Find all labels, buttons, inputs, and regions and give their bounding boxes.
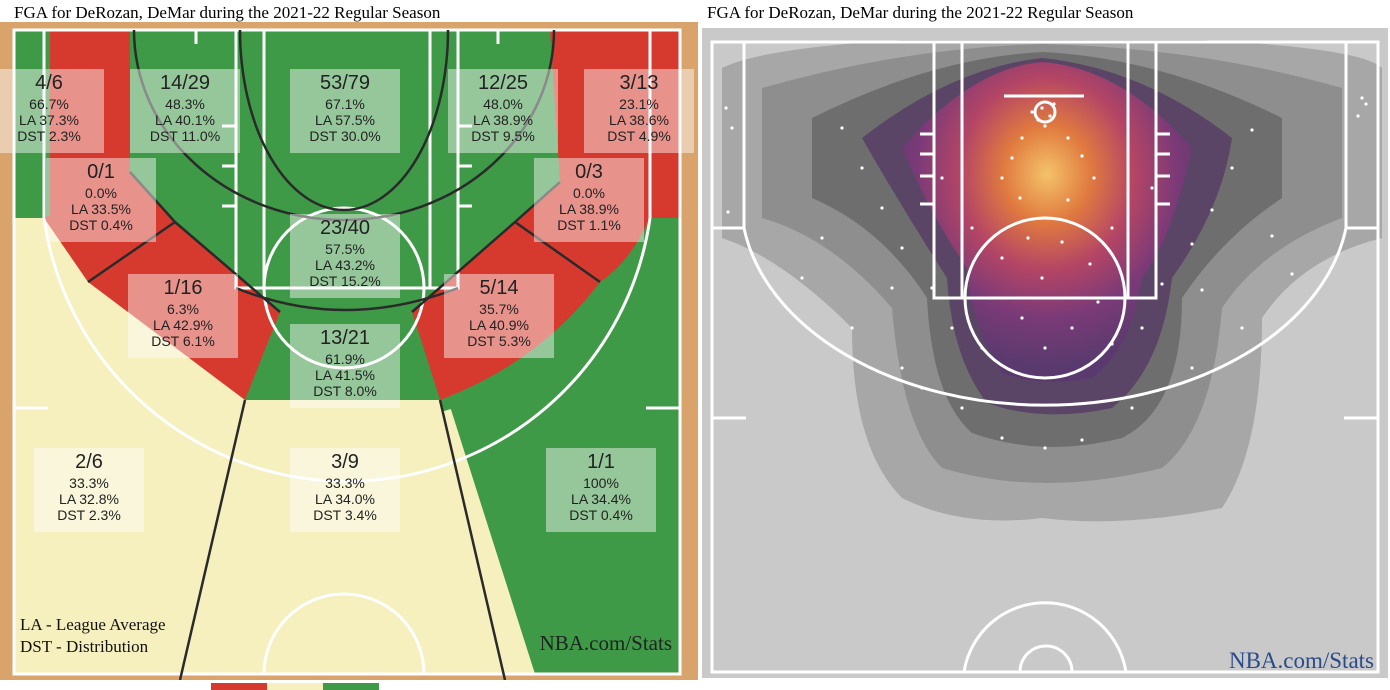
zone-fg-pct: 35.7% bbox=[479, 301, 519, 317]
zone-league-average: LA 42.9% bbox=[153, 317, 213, 333]
zone-shot-chart: 4/6 66.7% LA 37.3% DST 2.3% 14/29 48.3% … bbox=[0, 22, 698, 680]
zone-distribution: DST 9.5% bbox=[471, 128, 535, 144]
zone-dividers bbox=[87, 29, 601, 680]
zone-label: 53/79 67.1% LA 57.5% DST 30.0% bbox=[309, 72, 380, 144]
zone-made-attempts: 14/29 bbox=[160, 72, 210, 94]
zone-distribution: DST 0.4% bbox=[569, 507, 633, 523]
zone-distribution: DST 8.0% bbox=[313, 383, 377, 399]
zone-league-average: LA 43.2% bbox=[315, 257, 375, 273]
zone-label: 14/29 48.3% LA 40.1% DST 11.0% bbox=[150, 72, 220, 144]
zone-fg-pct: 66.7% bbox=[29, 96, 69, 112]
zone-made-attempts: 2/6 bbox=[75, 451, 103, 473]
zone-fg-pct: 0.0% bbox=[573, 185, 605, 201]
zone-fg-pct: 57.5% bbox=[325, 241, 365, 257]
watermark-right: NBA.com/Stats bbox=[1229, 648, 1374, 673]
zone-made-attempts: 12/25 bbox=[478, 72, 528, 94]
density-core bbox=[902, 62, 1192, 382]
zone-distribution: DST 3.4% bbox=[313, 507, 377, 523]
zone-label: 13/21 61.9% LA 41.5% DST 8.0% bbox=[313, 327, 377, 399]
zone-fg-pct: 23.1% bbox=[619, 96, 659, 112]
zone-fg-pct: 33.3% bbox=[325, 475, 365, 491]
court-lines bbox=[12, 28, 682, 676]
zone-distribution: DST 2.3% bbox=[57, 507, 121, 523]
zone-league-average: LA 38.9% bbox=[473, 112, 533, 128]
chart-title-right: FGA for DeRozan, DeMar during the 2021-2… bbox=[707, 3, 1134, 22]
zone-made-attempts: 3/9 bbox=[331, 451, 359, 473]
zone-league-average: LA 32.8% bbox=[59, 491, 119, 507]
zone-distribution: DST 11.0% bbox=[150, 128, 220, 144]
zone-fill-center-long bbox=[180, 400, 535, 674]
zone-league-average: LA 34.0% bbox=[315, 491, 375, 507]
legend-la-note: LA - League Average bbox=[20, 615, 166, 634]
zone-fill-left-long bbox=[14, 218, 245, 674]
zone-fg-pct: 33.3% bbox=[69, 475, 109, 491]
watermark-left: NBA.com/Stats bbox=[540, 631, 672, 655]
zone-league-average: LA 40.9% bbox=[469, 317, 529, 333]
zone-label: 12/25 48.0% LA 38.9% DST 9.5% bbox=[471, 72, 535, 144]
zone-label: 1/1 100% LA 34.4% DST 0.4% bbox=[569, 451, 633, 523]
zone-league-average: LA 38.6% bbox=[609, 112, 669, 128]
zone-fg-pct: 100% bbox=[583, 475, 619, 491]
zone-distribution: DST 0.4% bbox=[69, 217, 133, 233]
zone-league-average: LA 33.5% bbox=[71, 201, 131, 217]
zone-label: 4/6 66.7% LA 37.3% DST 2.3% bbox=[17, 72, 81, 144]
zone-label: 5/14 35.7% LA 40.9% DST 5.3% bbox=[467, 277, 531, 349]
legend-swatch-above bbox=[323, 683, 379, 690]
zone-league-average: LA 41.5% bbox=[315, 367, 375, 383]
zone-label: 0/1 0.0% LA 33.5% DST 0.4% bbox=[69, 161, 133, 233]
zone-distribution: DST 2.3% bbox=[17, 128, 81, 144]
chart-title-left: FGA for DeRozan, DeMar during the 2021-2… bbox=[14, 3, 441, 22]
zone-made-attempts: 53/79 bbox=[320, 72, 370, 94]
zone-made-attempts: 0/1 bbox=[87, 161, 115, 183]
zone-fg-pct: 67.1% bbox=[325, 96, 365, 112]
zone-distribution: DST 1.1% bbox=[557, 217, 621, 233]
zone-label: 0/3 0.0% LA 38.9% DST 1.1% bbox=[557, 161, 621, 233]
zone-fg-pct: 61.9% bbox=[325, 351, 365, 367]
zone-fg-pct: 48.3% bbox=[165, 96, 205, 112]
zone-fill-left-wing-red bbox=[50, 30, 130, 218]
zone-distribution: DST 15.2% bbox=[309, 273, 380, 289]
zone-label: 3/13 23.1% LA 38.6% DST 4.9% bbox=[607, 72, 671, 144]
zone-fill-right-corner bbox=[640, 30, 680, 218]
zone-league-average: LA 34.4% bbox=[571, 491, 631, 507]
zone-fill-left-corner bbox=[14, 30, 44, 218]
legend-swatch-below bbox=[211, 683, 267, 690]
zone-fill-left-elbow bbox=[88, 222, 280, 400]
zone-fg-pct: 6.3% bbox=[167, 301, 199, 317]
zone-fg-pct: 48.0% bbox=[483, 96, 523, 112]
zone-labels: 4/6 66.7% LA 37.3% DST 2.3% 14/29 48.3% … bbox=[17, 72, 671, 523]
shot-density-chart: NBA.com/Stats bbox=[702, 28, 1388, 678]
zone-fill-right-baseline-mid bbox=[515, 182, 650, 282]
zone-label-boxes bbox=[0, 69, 694, 532]
zone-fill-top-key bbox=[245, 312, 440, 414]
zone-label: 23/40 57.5% LA 43.2% DST 15.2% bbox=[309, 217, 380, 289]
zone-league-average: LA 57.5% bbox=[315, 112, 375, 128]
zone-label: 2/6 33.3% LA 32.8% DST 2.3% bbox=[57, 451, 121, 523]
zone-league-average: LA 38.9% bbox=[559, 201, 619, 217]
shot-dots bbox=[724, 96, 1368, 450]
court-lines-right bbox=[710, 40, 1380, 674]
zone-made-attempts: 1/1 bbox=[587, 451, 615, 473]
zone-made-attempts: 0/3 bbox=[575, 161, 603, 183]
zone-league-average: LA 37.3% bbox=[19, 112, 79, 128]
zone-fg-pct: 0.0% bbox=[85, 185, 117, 201]
zone-fill-right-elbow bbox=[412, 222, 600, 400]
zone-distribution: DST 4.9% bbox=[607, 128, 671, 144]
zone-label: 3/9 33.3% LA 34.0% DST 3.4% bbox=[313, 451, 377, 523]
zone-made-attempts: 5/14 bbox=[480, 277, 519, 299]
zone-made-attempts: 23/40 bbox=[320, 217, 370, 239]
zone-distribution: DST 6.1% bbox=[151, 333, 215, 349]
zone-made-attempts: 3/13 bbox=[620, 72, 659, 94]
zone-fill-right-wing-red bbox=[550, 30, 640, 218]
zone-made-attempts: 4/6 bbox=[35, 72, 63, 94]
zone-made-attempts: 13/21 bbox=[320, 327, 370, 349]
legend-swatch-average bbox=[267, 683, 323, 690]
zone-league-average: LA 40.1% bbox=[155, 112, 215, 128]
zone-distribution: DST 5.3% bbox=[467, 333, 531, 349]
zone-label: 1/16 6.3% LA 42.9% DST 6.1% bbox=[151, 277, 215, 349]
legend-dst-note: DST - Distribution bbox=[20, 637, 149, 656]
zone-distribution: DST 30.0% bbox=[309, 128, 380, 144]
zone-made-attempts: 1/16 bbox=[164, 277, 203, 299]
zone-fill-left-baseline-mid bbox=[44, 172, 175, 282]
